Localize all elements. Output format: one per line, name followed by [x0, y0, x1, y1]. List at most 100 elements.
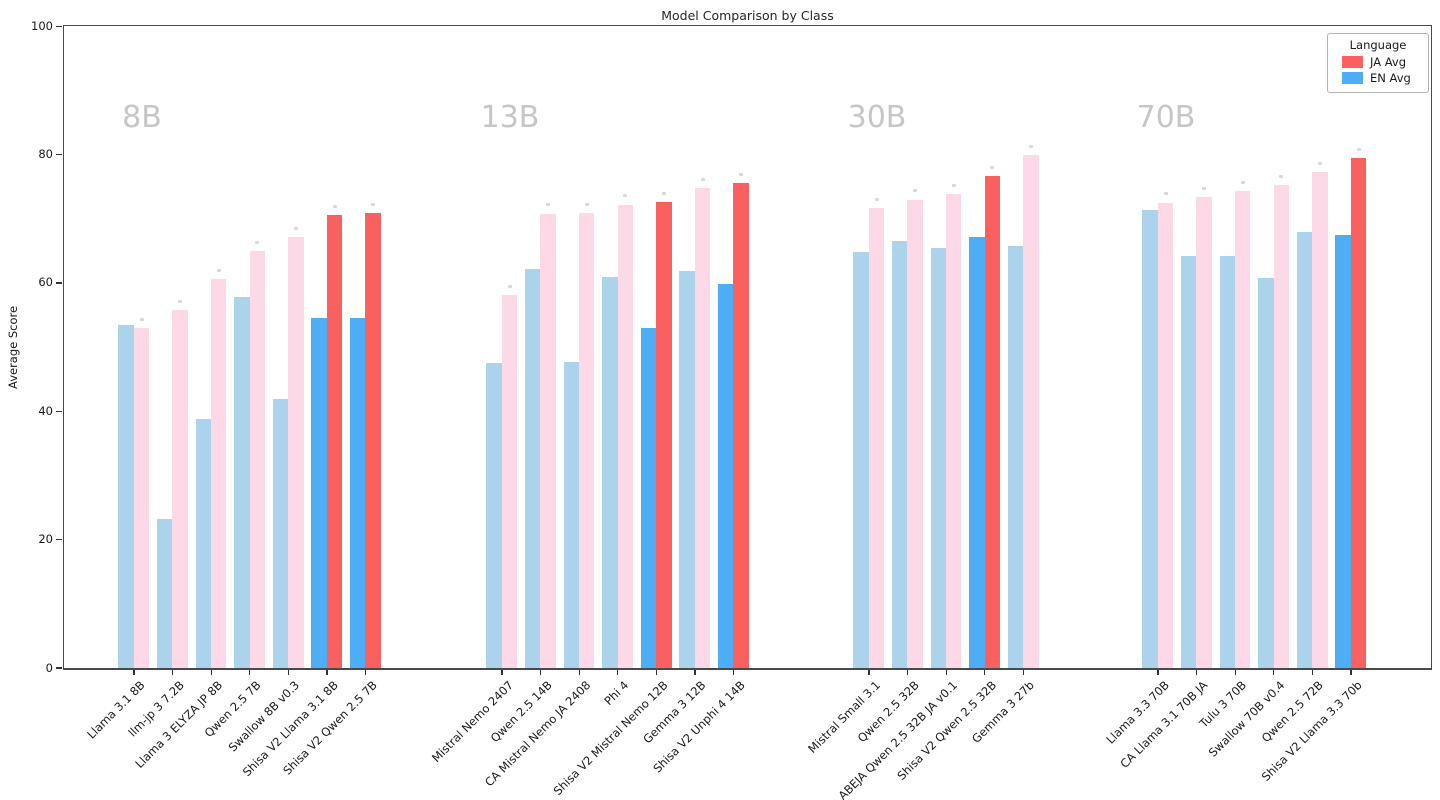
bar-ja-avg — [907, 199, 923, 668]
legend-label-en: EN Avg — [1370, 71, 1411, 85]
y-tick-label: 40 — [38, 403, 53, 418]
y-tick-label: 60 — [38, 275, 53, 290]
x-tick-mark — [868, 670, 870, 675]
y-tick-mark — [56, 538, 62, 541]
x-tick-mark — [1273, 670, 1275, 675]
x-tick-mark — [210, 670, 212, 675]
bar-ja-avg — [617, 204, 633, 668]
x-tick-mark — [617, 670, 619, 675]
bar-ja-avg — [733, 182, 749, 668]
ja-value-marker — [178, 299, 183, 303]
ja-value-marker — [1279, 174, 1284, 178]
y-tick-mark — [56, 153, 62, 156]
x-tick-mark — [501, 670, 503, 675]
x-tick-mark — [1022, 670, 1025, 675]
ja-value-marker — [1202, 186, 1207, 190]
legend-item-en: EN Avg — [1342, 71, 1422, 85]
ja-value-marker — [1028, 145, 1033, 148]
bar-ja-avg — [656, 202, 672, 668]
bar-en-avg — [1258, 278, 1274, 668]
x-tick-mark — [655, 670, 658, 675]
bar-en-avg — [1219, 255, 1235, 668]
bar-ja-avg — [1312, 171, 1328, 668]
bar-en-avg — [195, 418, 211, 668]
bar-en-avg — [486, 362, 502, 668]
group-size-label: 8B — [122, 100, 162, 135]
bar-en-avg — [272, 399, 289, 668]
ja-value-marker — [371, 202, 376, 206]
plot-area: 8B 13B 30B 70B Language JA Avg EN Avg — [63, 25, 1432, 670]
x-tick-mark — [287, 670, 290, 675]
bar-en-avg — [679, 270, 695, 668]
legend-label-ja: JA Avg — [1370, 55, 1407, 69]
bar-en-avg — [350, 318, 366, 668]
x-tick-mark — [249, 670, 251, 675]
bar-en-avg — [525, 268, 541, 668]
bar-en-avg — [930, 247, 946, 668]
bar-ja-avg — [868, 207, 885, 668]
bar-ja-avg — [1235, 191, 1251, 668]
ja-value-marker — [739, 172, 744, 176]
x-tick-mark — [326, 670, 328, 675]
ja-value-marker — [951, 183, 956, 187]
bar-ja-avg — [984, 175, 1000, 668]
x-tick-mark — [1311, 670, 1314, 675]
ja-value-marker — [216, 268, 221, 272]
bar-en-avg — [311, 318, 327, 668]
ja-value-marker — [874, 197, 879, 201]
y-tick-mark — [56, 282, 62, 284]
bar-ja-avg — [1196, 196, 1212, 668]
x-tick-mark — [539, 670, 542, 675]
x-tick-mark — [171, 670, 174, 675]
bar-en-avg — [1335, 235, 1351, 668]
y-tick-label: 100 — [31, 18, 53, 33]
y-tick-mark — [56, 667, 62, 669]
bar-en-avg — [640, 327, 657, 668]
ja-value-marker — [1240, 180, 1245, 184]
y-tick-label: 20 — [38, 532, 53, 547]
bar-ja-avg — [288, 237, 304, 668]
ja-value-marker — [1163, 192, 1168, 196]
x-tick-mark — [133, 670, 135, 675]
y-axis-label: Average Score — [6, 305, 20, 390]
x-tick-mark — [984, 670, 986, 675]
ja-value-marker — [507, 284, 512, 288]
en-avg-swatch-icon — [1342, 72, 1363, 84]
chart-title: Model Comparison by Class — [661, 8, 834, 23]
bar-en-avg — [853, 252, 869, 668]
ja-value-marker — [293, 227, 298, 231]
bar-ja-avg — [1023, 155, 1039, 668]
group-size-label: 70B — [1136, 100, 1196, 135]
ja-value-marker — [584, 202, 589, 206]
bar-en-avg — [234, 297, 250, 668]
bar-ja-avg — [133, 327, 150, 668]
x-tick-mark — [1350, 670, 1352, 675]
ja-value-marker — [661, 191, 666, 195]
ja-value-marker — [255, 241, 260, 245]
bar-ja-avg — [501, 295, 518, 668]
bar-en-avg — [1142, 210, 1158, 668]
x-tick-mark — [578, 670, 580, 675]
ja-value-marker — [990, 165, 995, 169]
bar-en-avg — [563, 361, 579, 668]
x-tick-mark — [1157, 670, 1159, 675]
legend: Language JA Avg EN Avg — [1327, 33, 1429, 93]
x-tick-mark — [945, 670, 947, 675]
x-tick-label: Phi 4 — [601, 678, 632, 708]
x-tick-mark — [906, 670, 909, 675]
ja-value-marker — [623, 194, 628, 198]
x-tick-mark — [1195, 670, 1198, 675]
bar-en-avg — [1181, 255, 1197, 668]
group-size-label: 30B — [847, 100, 907, 135]
y-tick-mark — [56, 25, 62, 27]
bar-ja-avg — [1157, 202, 1174, 668]
x-tick-mark — [694, 670, 696, 675]
ja-value-marker — [1317, 161, 1322, 165]
bar-en-avg — [892, 241, 908, 668]
y-tick-label: 80 — [38, 147, 53, 162]
ja-value-marker — [700, 177, 705, 181]
bar-ja-avg — [540, 213, 556, 668]
x-tick-mark — [732, 670, 735, 675]
bar-en-avg — [602, 277, 618, 668]
